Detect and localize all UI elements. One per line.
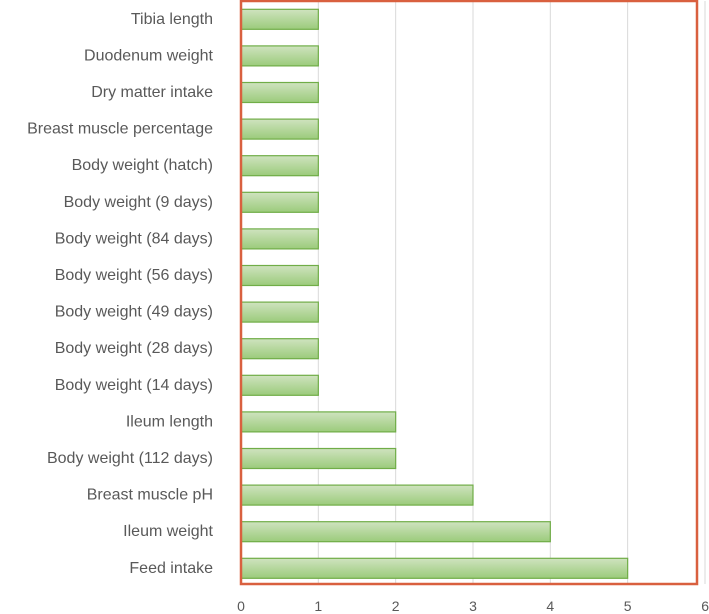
bar-breast-muscle-ph xyxy=(240,484,474,506)
bar-breast-muscle-percentage xyxy=(240,118,319,140)
category-label: Dry matter intake xyxy=(91,84,213,101)
x-tick-label: 5 xyxy=(624,598,632,614)
category-label: Ileum length xyxy=(126,413,213,430)
bar-body-weight-84-days xyxy=(240,228,319,250)
bars xyxy=(240,8,629,579)
category-label: Body weight (14 days) xyxy=(55,377,213,394)
bar-ileum-length xyxy=(240,411,397,433)
x-axis-tick-labels: 0 1 2 3 4 5 6 xyxy=(237,598,709,614)
bar-body-weight-56-days xyxy=(240,264,319,287)
bar-ileum-weight xyxy=(240,521,551,543)
category-label: Body weight (9 days) xyxy=(64,194,213,211)
bar-duodenum-weight xyxy=(240,45,319,67)
category-label: Body weight (84 days) xyxy=(55,230,213,247)
category-label: Body weight (hatch) xyxy=(72,157,213,174)
x-tick-label: 1 xyxy=(314,598,322,614)
bar-body-weight-hatch xyxy=(240,155,319,177)
category-label: Body weight (49 days) xyxy=(55,304,213,321)
bar-body-weight-28-days xyxy=(240,338,319,360)
bar-dry-matter-intake xyxy=(240,81,319,104)
category-label: Body weight (112 days) xyxy=(47,450,213,467)
bar-feed-intake xyxy=(240,557,629,579)
bar-body-weight-9-days xyxy=(240,191,319,213)
category-label: Breast muscle percentage xyxy=(27,121,213,138)
bar-tibia-length xyxy=(240,8,319,30)
plot-area-frame xyxy=(239,0,699,586)
category-label: Breast muscle pH xyxy=(87,487,213,504)
bar-body-weight-49-days xyxy=(240,301,319,323)
x-tick-label: 2 xyxy=(392,598,400,614)
x-tick-label: 3 xyxy=(469,598,477,614)
bar-body-weight-14-days xyxy=(240,374,319,396)
x-tick-label: 6 xyxy=(701,598,709,614)
category-label: Ileum weight xyxy=(123,523,213,540)
category-label: Tibia length xyxy=(131,11,213,28)
x-tick-label: 0 xyxy=(237,598,245,614)
category-labels: Tibia length Duodenum weight Dry matter in… xyxy=(27,11,213,577)
category-label: Body weight (56 days) xyxy=(55,267,213,284)
category-label: Feed intake xyxy=(129,560,213,577)
x-tick-label: 4 xyxy=(546,598,554,614)
category-label: Body weight (28 days) xyxy=(55,340,213,357)
bar-body-weight-112-days xyxy=(240,447,397,470)
category-label: Duodenum weight xyxy=(84,47,214,64)
